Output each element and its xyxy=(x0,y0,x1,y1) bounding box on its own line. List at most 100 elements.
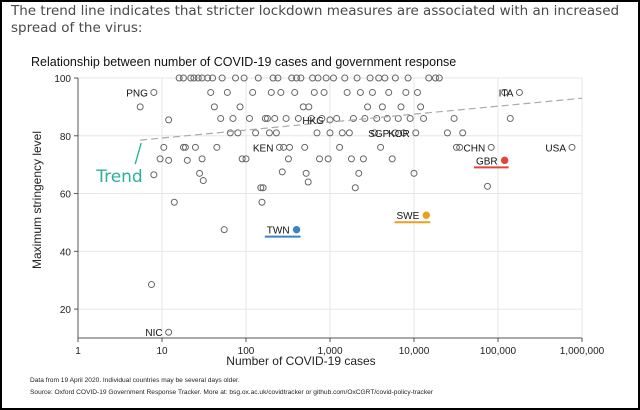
data-point xyxy=(265,129,273,137)
point-usa-label: USA xyxy=(545,143,566,154)
data-point xyxy=(388,155,396,163)
scatter-chart: Relationship between number of COVID-19 … xyxy=(30,55,605,396)
data-point xyxy=(240,74,248,82)
data-point xyxy=(179,143,187,151)
data-point xyxy=(443,129,451,137)
data-point xyxy=(226,129,234,137)
data-point xyxy=(218,74,226,82)
data-point xyxy=(238,155,246,163)
data-point xyxy=(252,129,260,137)
axes: 20 40 60 80 100 1 10 100 1,000 10,000 100,000 1,000… xyxy=(54,74,604,357)
data-point xyxy=(258,198,266,206)
data-point xyxy=(175,74,183,82)
data-point xyxy=(302,169,310,177)
data-point xyxy=(305,103,313,111)
y-axis-label: Maximum stringency level xyxy=(30,131,44,269)
data-point xyxy=(288,74,296,82)
x-tick-label: 1 xyxy=(75,346,81,357)
data-point xyxy=(345,129,353,137)
data-point xyxy=(297,74,305,82)
chart-panel: Relationship between number of COVID-19 … xyxy=(11,48,625,398)
x-tick-label: 10 xyxy=(156,346,168,357)
trend-line xyxy=(140,97,583,141)
data-point xyxy=(299,103,307,111)
data-point xyxy=(220,226,228,234)
data-point xyxy=(336,143,344,151)
point-hkg xyxy=(326,116,334,124)
data-point xyxy=(207,88,215,96)
y-tick-label: 20 xyxy=(60,305,72,316)
data-point xyxy=(361,114,369,122)
data-point xyxy=(156,155,164,163)
data-point xyxy=(294,114,302,122)
data-point xyxy=(236,103,244,111)
data-point xyxy=(187,74,195,82)
data-point xyxy=(234,129,242,137)
x-tick-label: 10,000 xyxy=(399,346,430,357)
data-point xyxy=(190,74,198,82)
x-tick-label: 100,000 xyxy=(480,346,517,357)
data-point xyxy=(324,155,332,163)
data-point xyxy=(210,103,218,111)
data-point xyxy=(277,88,285,96)
data-point xyxy=(269,74,277,82)
point-ita-label: ITA xyxy=(499,88,514,99)
data-point xyxy=(263,114,271,122)
data-point xyxy=(343,88,351,96)
data-point xyxy=(232,74,240,82)
data-point xyxy=(417,103,425,111)
data-point xyxy=(217,114,225,122)
data-point xyxy=(204,74,212,82)
data-point xyxy=(404,74,412,82)
data-point xyxy=(391,74,399,82)
data-point xyxy=(400,129,408,137)
data-point xyxy=(329,74,337,82)
data-point xyxy=(293,74,301,82)
data-point xyxy=(165,156,173,164)
point-twn-label: TWN xyxy=(267,226,290,237)
data-point xyxy=(284,155,292,163)
data-point xyxy=(309,74,317,82)
data-point xyxy=(378,103,386,111)
data-point xyxy=(316,155,324,163)
point-nic-label: NIC xyxy=(145,328,162,339)
point-kor-label: KOR xyxy=(388,129,410,140)
data-point xyxy=(450,114,458,122)
data-point xyxy=(506,114,514,122)
data-point xyxy=(456,143,464,151)
data-point xyxy=(320,88,328,96)
trend-label: Trend xyxy=(95,167,143,187)
data-point xyxy=(198,155,206,163)
data-point xyxy=(322,74,330,82)
data-point xyxy=(196,169,204,177)
data-point xyxy=(368,88,376,96)
x-tick-label: 100 xyxy=(238,346,255,357)
chart-title: Relationship between number of COVID-19 … xyxy=(31,55,456,69)
caption-text: The trend line indicates that stricter l… xyxy=(11,3,620,36)
data-point xyxy=(286,143,294,151)
data-point xyxy=(160,143,168,151)
x-tick-label: 1,000,000 xyxy=(560,346,605,357)
data-point xyxy=(170,198,178,206)
data-point xyxy=(194,74,202,82)
data-point xyxy=(359,155,367,163)
x-axis-label: Number of COVID-19 cases xyxy=(226,354,375,368)
data-point xyxy=(397,103,405,111)
data-point xyxy=(223,88,231,96)
data-point xyxy=(274,74,282,82)
data-point xyxy=(371,129,379,137)
y-tick-label: 60 xyxy=(60,190,72,201)
data-point xyxy=(435,74,443,82)
data-point xyxy=(183,156,191,164)
point-usa xyxy=(568,143,576,151)
gridlines xyxy=(77,77,583,338)
data-point xyxy=(349,114,357,122)
data-point xyxy=(254,74,262,82)
data-point xyxy=(452,143,460,151)
data-point xyxy=(347,155,355,163)
data-point xyxy=(282,114,290,122)
data-point xyxy=(313,129,321,137)
data-point xyxy=(355,169,363,177)
data-point xyxy=(291,88,299,96)
